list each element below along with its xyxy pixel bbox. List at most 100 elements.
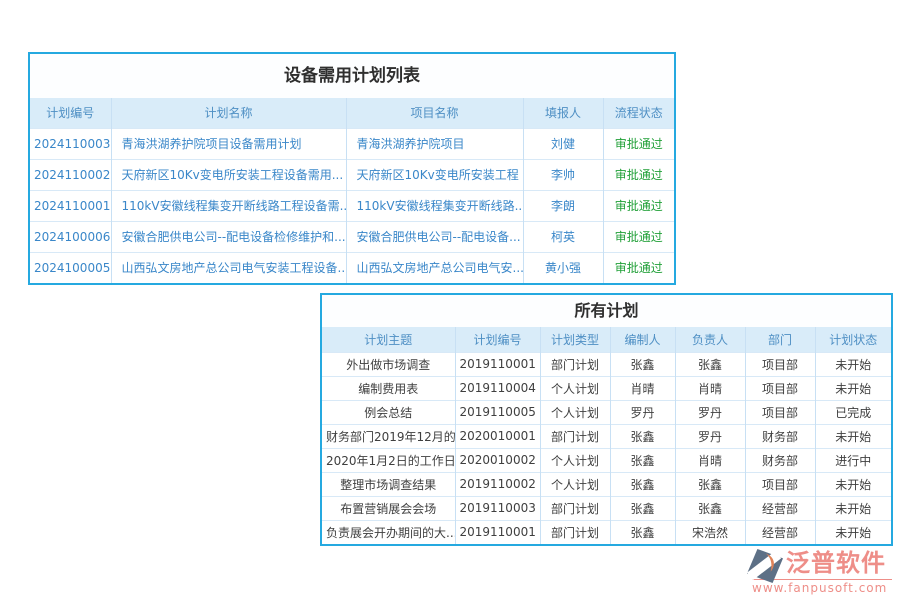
fanpu-logo-url: www.fanpusoft.com (752, 579, 892, 595)
table-cell: 张鑫 (674, 351, 745, 376)
table-cell[interactable]: 110kV安徽线程集变开断线路... (345, 189, 523, 221)
table-cell: 部门计划 (539, 495, 610, 520)
column-header: 计划类型 (539, 327, 610, 352)
table-cell: 例会总结 (322, 399, 455, 424)
table-cell: 部门计划 (539, 519, 610, 544)
all-plans-panel: 所有计划 计划主题 计划编号 计划类型 编制人 负责人 部门 计划状态 外出做市场调查 201… (320, 293, 893, 546)
table-cell: 肖晴 (674, 375, 745, 400)
table-cell: 财务部 (744, 447, 815, 472)
table-cell[interactable]: 天府新区10Kv变电所安装工程设备需用... (110, 158, 346, 190)
table-cell[interactable]: 青海洪湖养护院项目 (345, 127, 523, 159)
table-cell: 经营部 (744, 495, 815, 520)
table-cell: 个人计划 (539, 471, 610, 496)
table-cell: 财务部 (744, 423, 815, 448)
column-header: 计划主题 (322, 327, 455, 352)
table-row[interactable]: 2024110003 青海洪湖养护院项目设备需用计划 青海洪湖养护院项目 刘健 审批通过 (30, 127, 674, 159)
table-cell: 项目部 (744, 471, 815, 496)
table-cell: 已完成 (814, 399, 891, 424)
table-row[interactable]: 外出做市场调查 2019110001 部门计划 张鑫 张鑫 项目部 未开始 (322, 351, 891, 376)
table-row[interactable]: 整理市场调查结果 2019110002 个人计划 张鑫 张鑫 项目部 未开始 (322, 471, 891, 496)
table-cell: 张鑫 (609, 471, 675, 496)
table-cell[interactable]: 柯英 (522, 220, 603, 252)
table-cell: 2019110001 (454, 519, 540, 544)
table-cell: 罗丹 (674, 423, 745, 448)
equipment-plan-list-panel: 设备需用计划列表 计划编号 计划名称 项目名称 填报人 流程状态 2024110003 青… (28, 52, 676, 285)
table-cell: 肖晴 (674, 447, 745, 472)
table-cell: 2019110001 (454, 351, 540, 376)
table-cell[interactable]: 110kV安徽线程集变开断线路工程设备需... (110, 189, 346, 221)
table-cell: 2020010002 (454, 447, 540, 472)
table-cell: 张鑫 (609, 447, 675, 472)
table-cell[interactable]: 2024100006 (30, 220, 111, 252)
equipment-plan-table: 计划编号 计划名称 项目名称 填报人 流程状态 2024110003 青海洪湖养护院项目设… (30, 98, 674, 283)
table-row[interactable]: 编制费用表 2019110004 个人计划 肖晴 肖晴 项目部 未开始 (322, 375, 891, 400)
table-cell: 未开始 (814, 519, 891, 544)
table-cell[interactable]: 山西弘文房地产总公司电气安装工程设备... (110, 251, 346, 283)
table-cell: 编制费用表 (322, 375, 455, 400)
fanpu-logo: 泛普软件 www.fanpusoft.com (746, 548, 892, 595)
table-cell[interactable]: 审批通过 (602, 251, 674, 283)
table-cell: 未开始 (814, 351, 891, 376)
fanpu-logo-icon (747, 548, 783, 584)
column-header: 计划编号 (30, 98, 111, 128)
table-cell[interactable]: 李帅 (522, 158, 603, 190)
table-cell[interactable]: 审批通过 (602, 220, 674, 252)
table-row[interactable]: 2020年1月2日的工作日... 2020010002 个人计划 张鑫 肖晴 财务部 进行中 (322, 447, 891, 472)
column-header: 项目名称 (345, 98, 523, 128)
equipment-plan-list-title: 设备需用计划列表 (30, 54, 674, 98)
table-row[interactable]: 财务部门2019年12月的... 2020010001 部门计划 张鑫 罗丹 财务部 未开始 (322, 423, 891, 448)
table-cell: 张鑫 (609, 519, 675, 544)
table-cell[interactable]: 2024100005 (30, 251, 111, 283)
table-cell: 部门计划 (539, 351, 610, 376)
table-row[interactable]: 2024100006 安徽合肥供电公司--配电设备检修维护和... 安徽合肥供电公司… (30, 220, 674, 252)
table-cell[interactable]: 天府新区10Kv变电所安装工程 (345, 158, 523, 190)
table-cell[interactable]: 2024110003 (30, 127, 111, 159)
table-cell: 布置营销展会会场 (322, 495, 455, 520)
table-cell: 宋浩然 (674, 519, 745, 544)
table-cell[interactable]: 安徽合肥供电公司--配电设备检修维护和... (110, 220, 346, 252)
table-cell[interactable]: 审批通过 (602, 158, 674, 190)
column-header: 计划名称 (110, 98, 346, 128)
table-cell: 2019110005 (454, 399, 540, 424)
column-header: 编制人 (609, 327, 675, 352)
table-cell[interactable]: 安徽合肥供电公司--配电设备... (345, 220, 523, 252)
table-cell[interactable]: 李朗 (522, 189, 603, 221)
table-cell[interactable]: 审批通过 (602, 189, 674, 221)
table-cell[interactable]: 2024110002 (30, 158, 111, 190)
table-cell: 未开始 (814, 375, 891, 400)
table-row[interactable]: 2024100005 山西弘文房地产总公司电气安装工程设备... 山西弘文房地产总公… (30, 251, 674, 283)
table-cell: 个人计划 (539, 399, 610, 424)
table-cell: 项目部 (744, 351, 815, 376)
table-header-row: 计划主题 计划编号 计划类型 编制人 负责人 部门 计划状态 (322, 327, 891, 352)
table-cell[interactable]: 2024110001 (30, 189, 111, 221)
table-row[interactable]: 例会总结 2019110005 个人计划 罗丹 罗丹 项目部 已完成 (322, 399, 891, 424)
table-cell: 罗丹 (609, 399, 675, 424)
table-cell: 个人计划 (539, 447, 610, 472)
column-header: 负责人 (674, 327, 745, 352)
table-cell: 整理市场调查结果 (322, 471, 455, 496)
table-cell: 个人计划 (539, 375, 610, 400)
table-cell: 项目部 (744, 399, 815, 424)
table-cell: 张鑫 (609, 423, 675, 448)
table-cell: 进行中 (814, 447, 891, 472)
table-cell: 张鑫 (674, 471, 745, 496)
table-cell: 财务部门2019年12月的... (322, 423, 455, 448)
table-row[interactable]: 2024110001 110kV安徽线程集变开断线路工程设备需... 110kV安徽… (30, 189, 674, 221)
table-cell: 2019110004 (454, 375, 540, 400)
table-cell[interactable]: 山西弘文房地产总公司电气安... (345, 251, 523, 283)
table-cell: 2019110002 (454, 471, 540, 496)
table-cell: 肖晴 (609, 375, 675, 400)
table-cell[interactable]: 审批通过 (602, 127, 674, 159)
table-row[interactable]: 2024110002 天府新区10Kv变电所安装工程设备需用... 天府新区10Kv… (30, 158, 674, 190)
table-cell: 张鑫 (609, 495, 675, 520)
table-cell[interactable]: 黄小强 (522, 251, 603, 283)
table-cell[interactable]: 刘健 (522, 127, 603, 159)
table-cell: 罗丹 (674, 399, 745, 424)
table-row[interactable]: 负责展会开办期间的大... 2019110001 部门计划 张鑫 宋浩然 经营部 未开始 (322, 519, 891, 544)
table-row[interactable]: 布置营销展会会场 2019110003 部门计划 张鑫 张鑫 经营部 未开始 (322, 495, 891, 520)
table-header-row: 计划编号 计划名称 项目名称 填报人 流程状态 (30, 98, 674, 128)
table-cell: 2020年1月2日的工作日... (322, 447, 455, 472)
table-cell[interactable]: 青海洪湖养护院项目设备需用计划 (110, 127, 346, 159)
table-cell: 2019110003 (454, 495, 540, 520)
